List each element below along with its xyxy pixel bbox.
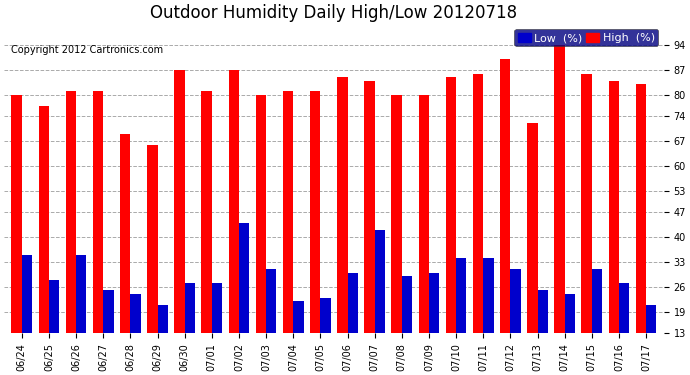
Bar bbox=[175, 70, 185, 333]
Bar bbox=[500, 59, 511, 333]
Bar bbox=[310, 91, 320, 333]
Bar bbox=[49, 280, 59, 333]
Bar bbox=[320, 297, 331, 333]
Bar bbox=[348, 273, 358, 333]
Bar bbox=[483, 258, 493, 333]
Bar bbox=[554, 45, 564, 333]
Bar bbox=[511, 269, 521, 333]
Bar bbox=[185, 284, 195, 333]
Bar bbox=[538, 290, 548, 333]
Bar bbox=[76, 255, 86, 333]
Bar bbox=[646, 304, 656, 333]
Bar bbox=[120, 134, 130, 333]
Bar bbox=[283, 91, 293, 333]
Bar bbox=[93, 91, 104, 333]
Bar bbox=[582, 74, 592, 333]
Legend: Low  (%), High  (%): Low (%), High (%) bbox=[515, 29, 658, 46]
Bar bbox=[446, 77, 456, 333]
Bar bbox=[527, 123, 538, 333]
Bar bbox=[256, 95, 266, 333]
Bar bbox=[419, 95, 429, 333]
Bar bbox=[592, 269, 602, 333]
Bar bbox=[293, 301, 304, 333]
Bar bbox=[157, 304, 168, 333]
Bar bbox=[456, 258, 466, 333]
Text: Copyright 2012 Cartronics.com: Copyright 2012 Cartronics.com bbox=[11, 45, 163, 56]
Bar bbox=[201, 91, 212, 333]
Bar bbox=[564, 294, 575, 333]
Bar bbox=[66, 91, 76, 333]
Bar bbox=[429, 273, 440, 333]
Bar bbox=[212, 284, 222, 333]
Bar bbox=[391, 95, 402, 333]
Bar bbox=[473, 74, 483, 333]
Bar bbox=[635, 84, 646, 333]
Bar bbox=[12, 95, 22, 333]
Title: Outdoor Humidity Daily High/Low 20120718: Outdoor Humidity Daily High/Low 20120718 bbox=[150, 4, 518, 22]
Bar bbox=[609, 81, 619, 333]
Bar bbox=[239, 223, 249, 333]
Bar bbox=[104, 290, 114, 333]
Bar bbox=[619, 284, 629, 333]
Bar bbox=[39, 105, 49, 333]
Bar bbox=[22, 255, 32, 333]
Bar bbox=[266, 269, 277, 333]
Bar bbox=[130, 294, 141, 333]
Bar bbox=[364, 81, 375, 333]
Bar bbox=[228, 70, 239, 333]
Bar bbox=[147, 145, 157, 333]
Bar bbox=[337, 77, 348, 333]
Bar bbox=[375, 230, 385, 333]
Bar bbox=[402, 276, 412, 333]
